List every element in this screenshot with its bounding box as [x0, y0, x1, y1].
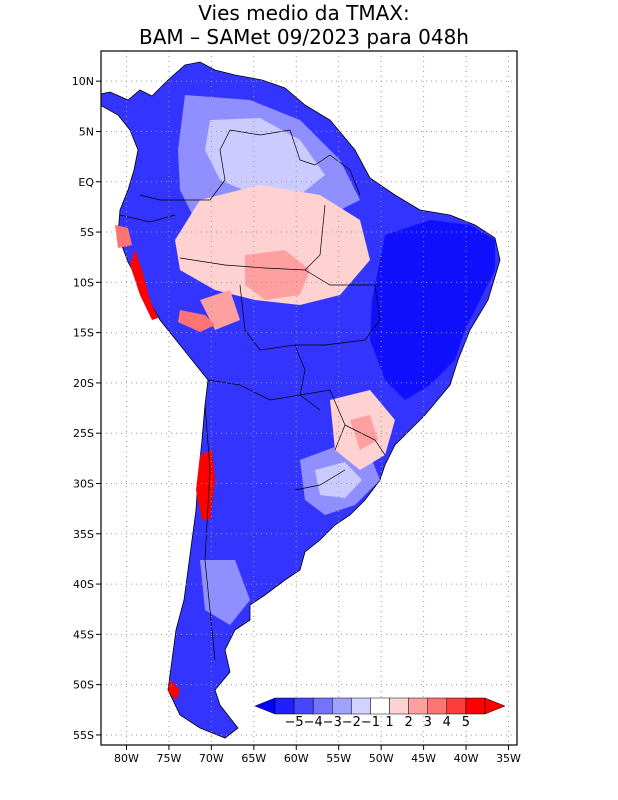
colorbar-box: [293, 697, 314, 715]
colorbar-label: 3: [424, 715, 432, 730]
colorbar-box: [274, 697, 295, 715]
lon-tick-label: 60W: [284, 752, 309, 765]
lat-tick-label: 45S: [73, 628, 94, 641]
bias-contours-pale-red: [175, 185, 395, 470]
lon-tick-label: 55W: [326, 752, 351, 765]
colorbar-box: [351, 697, 371, 715]
lat-tick-label: 55S: [73, 729, 94, 742]
colorbar-label: −2: [342, 715, 361, 730]
colorbar-label: −1: [361, 715, 380, 730]
lat-tick-label: 35S: [73, 528, 94, 541]
map-title-line1: Vies medio da TMAX:: [198, 1, 409, 25]
lat-tick-label: 50S: [73, 679, 94, 692]
bias-contours-medium-red: [115, 225, 215, 332]
lat-tick-label: 40S: [73, 578, 94, 591]
colorbar-box: [370, 697, 390, 715]
colorbar-label: −5: [285, 715, 304, 730]
lat-tick-label: 20S: [73, 377, 94, 390]
colorbar-over-arrow: [484, 697, 506, 715]
lat-tick-label: 10N: [72, 75, 94, 88]
lat-tick-label: EQ: [78, 176, 94, 189]
colorbar-box: [332, 697, 352, 715]
colorbar-label: −4: [304, 715, 323, 730]
colorbar-box: [465, 697, 486, 715]
lon-tick-label: 35W: [496, 752, 521, 765]
lon-tick-label: 65W: [241, 752, 266, 765]
lat-tick-label: 5N: [79, 125, 94, 138]
bias-contours-dark-blue: [370, 220, 495, 400]
colorbar-box: [408, 697, 428, 715]
bias-contours-pale-blue: [205, 118, 362, 498]
colorbar-label: 4: [443, 715, 451, 730]
lon-tick-label: 75W: [156, 752, 181, 765]
lon-tick-label: 45W: [411, 752, 436, 765]
map-grid: [101, 51, 517, 745]
axis-ticks: 80W 75W 70W 65W 60W 55W 50W 45W 40W 35W 10N 5N EQ 5S 1…: [72, 75, 521, 765]
colorbar: −5 −4 −3 −2 −1 1 2 3 4 5: [254, 697, 506, 730]
map-title-line2: BAM – SAMet 09/2023 para 048h: [139, 25, 469, 49]
lat-tick-label: 5S: [80, 226, 94, 239]
colorbar-box: [389, 697, 409, 715]
colorbar-label: 1: [385, 715, 393, 730]
lon-tick-label: 40W: [454, 752, 479, 765]
lon-tick-label: 80W: [114, 752, 139, 765]
colorbar-label: −3: [323, 715, 342, 730]
lat-tick-label: 10S: [73, 276, 94, 289]
lat-tick-label: 30S: [73, 477, 94, 490]
lat-tick-label: 25S: [73, 427, 94, 440]
map-frame: [100, 50, 518, 746]
country-borders: [119, 129, 386, 661]
colorbar-box: [312, 697, 333, 715]
lon-tick-label: 70W: [199, 752, 224, 765]
colorbar-box: [446, 697, 467, 715]
colorbar-label: 2: [404, 715, 412, 730]
lat-tick-label: 15S: [73, 327, 94, 340]
colorbar-label: 5: [462, 715, 470, 730]
lon-tick-label: 50W: [369, 752, 394, 765]
colorbar-box: [427, 697, 448, 715]
